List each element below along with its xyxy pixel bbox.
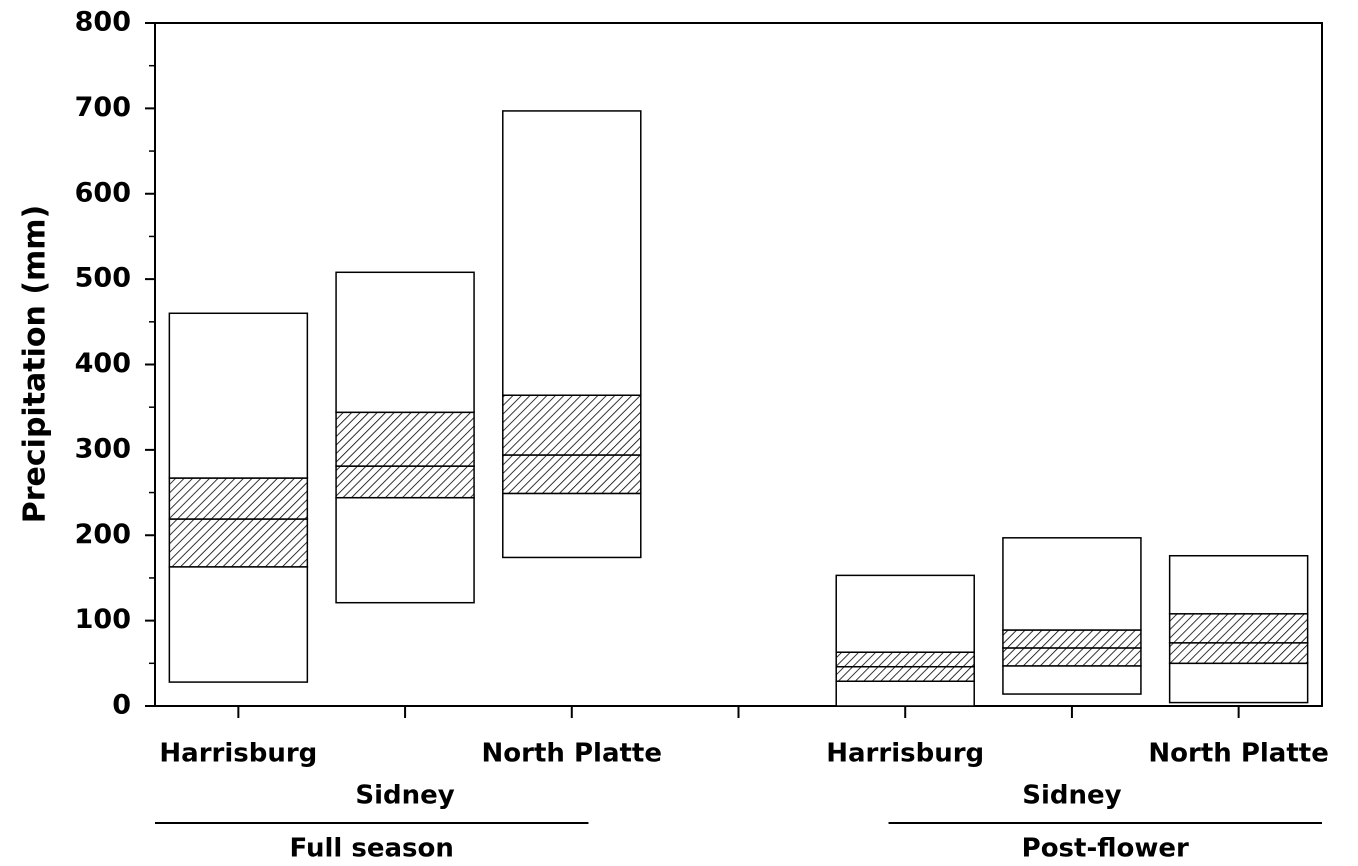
- box-upper: [835, 574, 975, 653]
- box-upper: [168, 312, 309, 479]
- box-q1-median: [335, 465, 475, 499]
- box-median-q3: [835, 651, 975, 668]
- box-q1-median: [502, 454, 642, 495]
- box-q1-median: [168, 518, 309, 568]
- box-lower: [1168, 662, 1309, 704]
- box-q1-median: [1168, 642, 1309, 665]
- y-tick-label: 800: [75, 7, 131, 38]
- box-median-q3: [1002, 629, 1142, 649]
- x-tick-label: North Platte: [482, 739, 662, 769]
- box-median-q3: [168, 477, 309, 520]
- y-tick-label: 300: [75, 433, 131, 464]
- box-q1-median: [1002, 647, 1142, 667]
- box-upper: [502, 110, 642, 396]
- y-tick-label: 100: [75, 604, 131, 635]
- x-tick-label: Harrisburg: [826, 739, 984, 769]
- y-tick-label: 0: [112, 690, 131, 721]
- x-tick-label: North Platte: [1148, 739, 1328, 769]
- group-label: Full season: [290, 834, 454, 863]
- box-lower: [1002, 665, 1142, 695]
- y-axis-label: Precipitation (mm): [18, 205, 53, 524]
- box-lower: [335, 496, 475, 604]
- x-tick-label: Harrisburg: [159, 739, 317, 769]
- box-lower: [835, 680, 975, 707]
- group-label: Post-flower: [1022, 834, 1189, 863]
- box-median-q3: [502, 394, 642, 456]
- x-tick-label: Sidney: [355, 781, 454, 811]
- box-upper: [1168, 554, 1309, 615]
- box-median-q3: [1168, 613, 1309, 644]
- box-q1-median: [835, 665, 975, 682]
- x-tick-label: Sidney: [1022, 781, 1121, 811]
- box-upper: [1002, 537, 1142, 631]
- y-tick-label: 400: [75, 348, 131, 379]
- box-lower: [168, 566, 309, 683]
- box-median-q3: [335, 411, 475, 467]
- y-tick-label: 600: [75, 177, 131, 208]
- box-upper: [335, 271, 475, 414]
- box-lower: [502, 492, 642, 559]
- y-tick-label: 200: [75, 519, 131, 550]
- y-tick-label: 700: [75, 92, 131, 123]
- plot-frame: [154, 22, 1323, 707]
- y-tick-label: 500: [75, 263, 131, 294]
